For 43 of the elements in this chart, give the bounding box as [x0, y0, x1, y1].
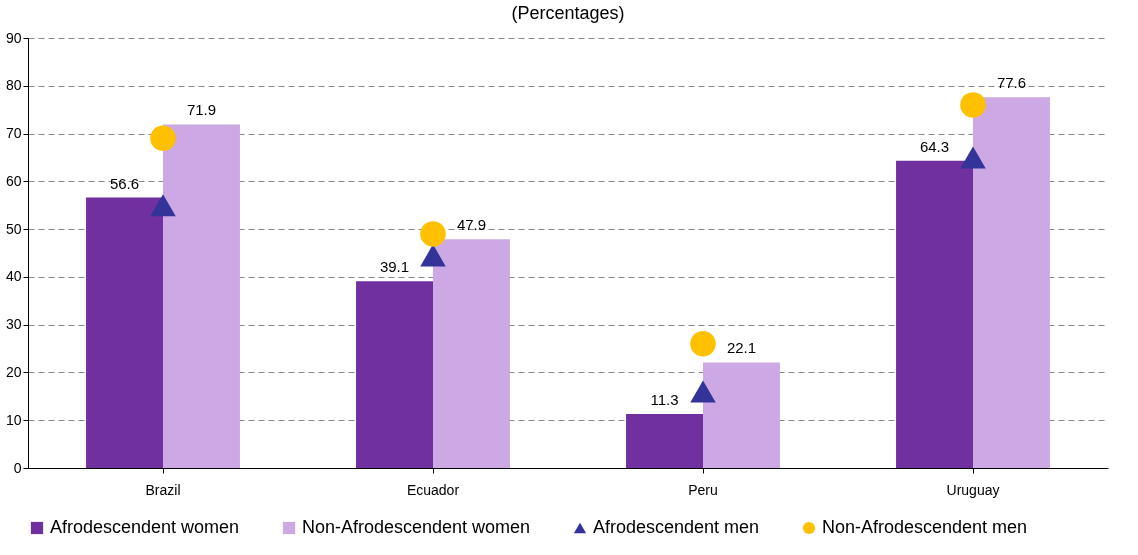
y-tick-label: 80: [5, 77, 22, 94]
point: [690, 331, 716, 357]
bar: [86, 197, 163, 468]
bar: [973, 97, 1050, 468]
bar: [703, 362, 780, 468]
y-tick-label: 40: [5, 268, 22, 285]
data-label: 64.3: [919, 137, 950, 155]
point: [960, 146, 986, 169]
legend-label: Afrodescendent women: [50, 517, 240, 537]
y-tick-label: 90: [5, 29, 22, 46]
y-tick-label: 10: [5, 411, 22, 428]
point: [150, 125, 176, 152]
y-tick-label: 70: [5, 125, 22, 142]
x-tick-label: Brazil: [145, 481, 181, 498]
x-tick-label: Ecuador: [406, 481, 460, 498]
point: [690, 380, 716, 403]
x-tick-label: Peru: [688, 481, 718, 498]
bar: [896, 160, 973, 468]
bar: [433, 239, 510, 468]
point: [960, 92, 986, 118]
data-label: 11.3: [650, 391, 679, 409]
data-label: 56.6: [109, 174, 140, 192]
legend-label: Non-Afrodescendent men: [822, 517, 1028, 537]
data-label: 22.1: [726, 339, 757, 357]
y-tick-label: 50: [5, 220, 22, 237]
data-label: 47.9: [456, 216, 487, 234]
legend-label: Afrodescendent men: [593, 517, 760, 537]
legend-label: Non-Afrodescendent women: [302, 517, 531, 537]
data-label: 39.1: [379, 258, 410, 276]
chart-title: (Percentages): [511, 3, 625, 23]
bar: [626, 414, 703, 468]
point: [420, 244, 446, 267]
y-tick-label: 30: [5, 316, 22, 333]
y-tick-label: 0: [13, 459, 22, 476]
y-tick-label: 20: [5, 363, 22, 380]
y-tick-label: 60: [5, 172, 22, 189]
x-tick-label: Uruguay: [946, 481, 1000, 498]
bar: [356, 281, 433, 468]
bar: [163, 124, 240, 468]
point: [420, 221, 446, 247]
data-label: 77.6: [996, 74, 1027, 92]
data-label: 71.9: [186, 101, 217, 119]
point: [150, 194, 176, 217]
